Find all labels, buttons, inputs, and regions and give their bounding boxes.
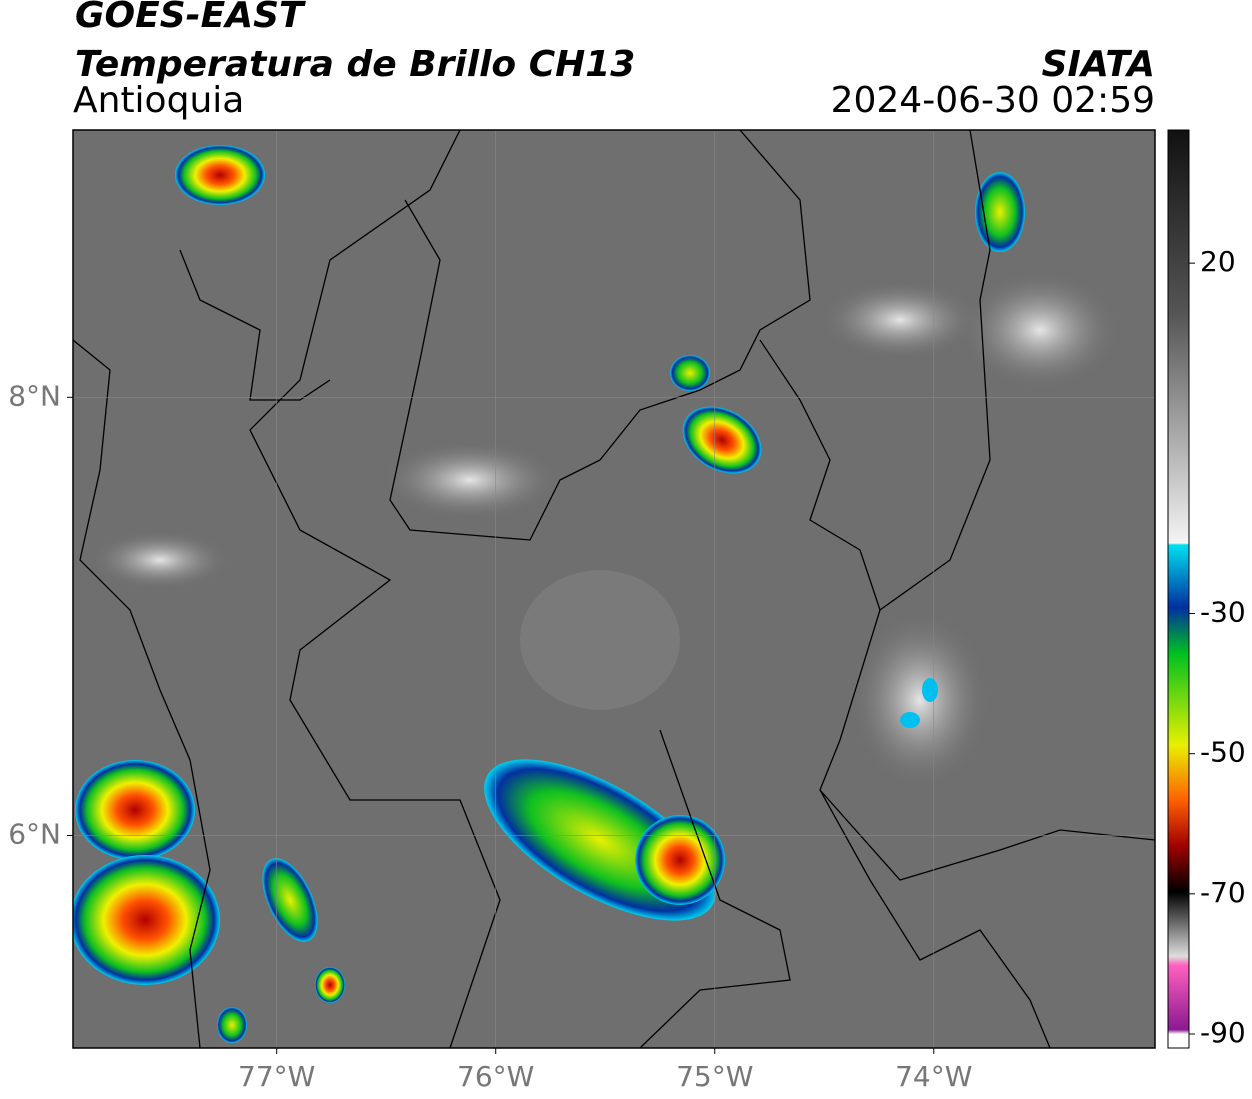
x-tick-label: 74°W <box>895 1060 972 1093</box>
source: SIATA <box>1042 44 1155 85</box>
map <box>73 130 1155 1048</box>
clouds <box>90 270 1120 790</box>
storms <box>73 145 1025 1043</box>
borders <box>73 130 1155 1048</box>
colorbar-tick-label: -50 <box>1200 736 1246 769</box>
region: Antioquia <box>73 80 244 121</box>
colorbar-tick-label: -30 <box>1200 596 1246 629</box>
x-tick-label: 75°W <box>676 1060 753 1093</box>
subtitle: Temperatura de Brillo CH13 <box>75 44 635 85</box>
colorbar-tick-label: -70 <box>1200 876 1246 909</box>
datetime: 2024-06-30 02:59 <box>831 80 1155 121</box>
colorbar-tick-label: 20 <box>1200 245 1236 278</box>
y-tick-label: 6°N <box>8 817 61 850</box>
colorbar-ticks: 20 -30 -50 -70 -90 <box>1189 245 1246 1049</box>
map-frame <box>72 129 1156 1049</box>
title: GOES-EAST <box>75 0 306 36</box>
colorbar-tick-label: -90 <box>1200 1016 1246 1049</box>
x-tick-label: 76°W <box>457 1060 534 1093</box>
x-tick-label: 77°W <box>238 1060 315 1093</box>
grid <box>73 130 1155 1048</box>
colorbar <box>1167 129 1190 1049</box>
y-tick-label: 8°N <box>8 379 61 412</box>
